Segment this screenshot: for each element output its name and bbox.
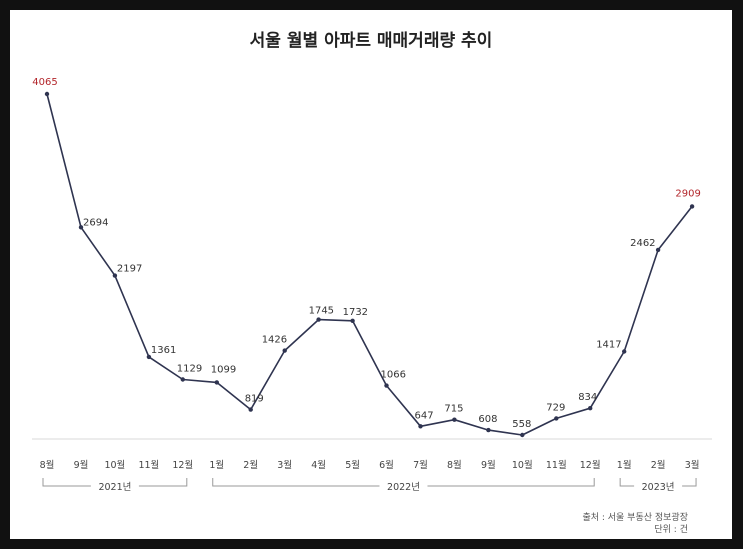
data-label: 2909	[675, 188, 700, 199]
data-point	[655, 247, 661, 253]
x-tick-label: 12월	[580, 459, 601, 471]
data-point	[384, 383, 389, 388]
year-label: 2021년	[98, 482, 131, 493]
x-tick-label: 1월	[209, 459, 224, 471]
data-label: 1361	[151, 345, 176, 356]
year-bracket	[619, 478, 697, 487]
data-label: 2462	[630, 238, 655, 249]
series-line	[46, 93, 693, 436]
x-tick-label: 3월	[685, 459, 700, 471]
x-tick-label: 8월	[40, 459, 55, 471]
data-point	[180, 377, 185, 382]
x-tick-label: 11월	[546, 459, 567, 471]
x-tick-label: 10월	[104, 459, 125, 471]
x-tick-label: 8월	[447, 459, 462, 471]
chart-title: 서울 월별 아파트 매매거래량 추이	[250, 31, 493, 51]
year-bracket	[212, 478, 595, 487]
x-tick-label: 6월	[379, 459, 394, 471]
data-point	[588, 406, 593, 411]
data-point	[350, 318, 355, 323]
line-chart: 서울 월별 아파트 매매거래량 추이 2021년 2022년 2023년 4065 2…	[32, 31, 712, 535]
data-label: 1745	[309, 306, 334, 317]
year-label: 2022년	[387, 482, 420, 493]
data-label: 558	[512, 419, 531, 430]
data-label: 1732	[343, 307, 368, 318]
x-tick-label: 3월	[277, 459, 292, 471]
data-label: 834	[578, 392, 597, 403]
year-label: 2023년	[642, 482, 675, 493]
x-tick-label: 2월	[651, 459, 666, 471]
x-tick-label: 4월	[311, 459, 326, 471]
data-label: 729	[546, 402, 565, 413]
data-label: 819	[245, 394, 264, 405]
source-note: 출처 : 서울 부동산 정보광장	[582, 511, 688, 523]
data-point	[112, 273, 118, 278]
data-label: 2197	[117, 264, 142, 275]
data-label: 1129	[177, 364, 202, 375]
data-label: 1426	[262, 335, 287, 346]
data-point	[486, 427, 491, 433]
unit-note: 단위 : 건	[654, 524, 688, 535]
x-tick-label: 10월	[512, 459, 533, 471]
data-label: 1099	[211, 364, 236, 375]
x-tick-label: 2월	[243, 459, 258, 471]
data-point	[214, 380, 219, 385]
x-tick-label: 9월	[74, 459, 89, 471]
data-point	[418, 424, 423, 429]
data-point	[316, 317, 321, 322]
data-point	[248, 407, 253, 412]
data-label: 1417	[596, 340, 621, 351]
data-point	[282, 348, 287, 353]
data-point	[452, 417, 457, 422]
data-point	[554, 416, 559, 421]
data-points	[44, 91, 695, 438]
x-tick-label: 7월	[413, 459, 428, 471]
data-label: 715	[444, 404, 463, 415]
year-groups: 2021년 2022년 2023년	[42, 478, 697, 493]
x-tick-labels: 8월 9월 10월 11월 12월 1월 2월 3월 4월 5월 6월 7월 8월 9월 10월 11월 12월…	[40, 459, 700, 471]
year-bracket	[42, 478, 188, 487]
data-point	[78, 225, 84, 230]
data-label: 647	[415, 410, 434, 421]
x-tick-label: 1월	[617, 459, 632, 471]
data-label: 1066	[381, 370, 406, 381]
data-point	[520, 432, 525, 438]
x-tick-label: 5월	[345, 459, 360, 471]
data-label: 608	[478, 414, 497, 425]
chart-card: 서울 월별 아파트 매매거래량 추이 2021년 2022년 2023년 4065 2…	[10, 10, 732, 539]
data-point	[622, 349, 627, 354]
data-label: 4065	[32, 77, 57, 88]
x-tick-label: 12월	[172, 459, 193, 471]
data-label: 2694	[83, 217, 108, 228]
x-tick-label: 9월	[481, 459, 496, 471]
data-point	[689, 204, 695, 209]
data-point	[146, 354, 152, 360]
data-point	[44, 91, 50, 97]
x-tick-label: 11월	[138, 459, 159, 471]
